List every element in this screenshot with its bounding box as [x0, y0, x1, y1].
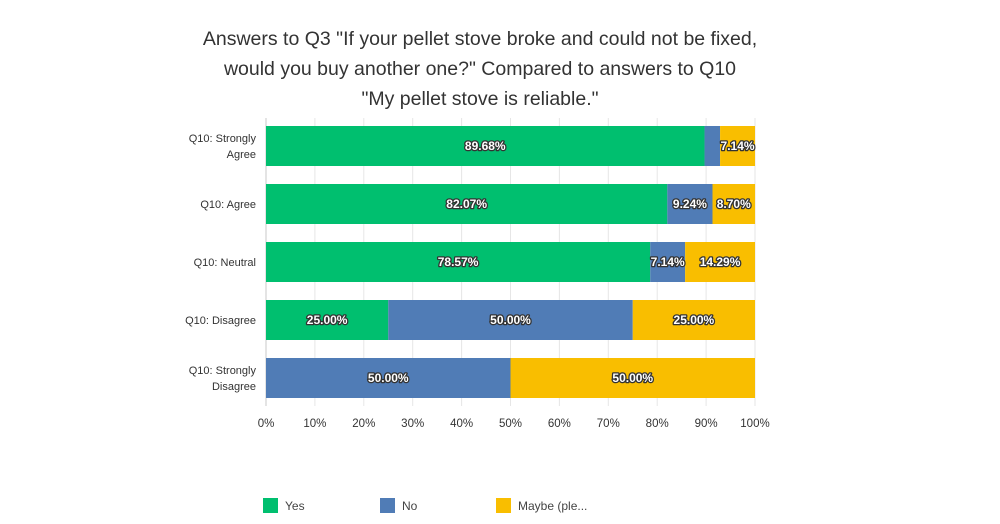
x-tick-label: 60%: [548, 418, 571, 430]
bar-segment: [712, 184, 756, 224]
chart-title-line-2: would you buy another one?" Compared to …: [223, 58, 737, 80]
data-label: 7.14%: [721, 139, 755, 153]
x-tick-label: 100%: [740, 418, 769, 430]
legend-label-no: No: [402, 498, 418, 513]
category-label: Q10: Agree: [200, 199, 256, 211]
data-label: 82.07%: [446, 197, 487, 211]
data-label: 78.57%: [438, 255, 479, 269]
legend-item-maybe[interactable]: Maybe (ple...: [496, 498, 587, 513]
bar-segment: [704, 126, 721, 166]
x-tick-label: 50%: [499, 418, 522, 430]
category-label: Q10: Neutral: [194, 257, 256, 269]
bar-segment: [632, 300, 755, 340]
data-label: 25.00%: [307, 313, 348, 327]
legend-swatch-maybe: [496, 498, 511, 513]
bar-segment: [720, 126, 755, 166]
chart-title: Answers to Q3 "If your pellet stove brok…: [150, 24, 810, 114]
bar-segment: [685, 242, 755, 282]
data-label: 8.70%: [717, 197, 751, 211]
legend-label-maybe: Maybe (ple...: [518, 498, 588, 513]
legend-item-no[interactable]: No: [380, 498, 417, 513]
data-label: 50.00%: [612, 371, 653, 385]
legend-swatch-yes: [263, 498, 278, 513]
x-tick-label: 10%: [303, 418, 326, 430]
x-tick-label: 20%: [352, 418, 375, 430]
bar-segment: [266, 358, 511, 398]
data-label: 25.00%: [674, 313, 715, 327]
bar-segment: [388, 300, 633, 340]
data-label: 89.68%: [465, 139, 506, 153]
data-label: 50.00%: [368, 371, 409, 385]
category-label: Q10: Strongly Disagree: [189, 365, 257, 393]
x-tick-label: 70%: [597, 418, 620, 430]
bar-segment: [650, 242, 686, 282]
x-tick-label: 0%: [258, 418, 275, 430]
bar-segment: [266, 184, 668, 224]
legend-label-yes: Yes: [285, 498, 305, 513]
bar-segment: [510, 358, 755, 398]
data-label: 50.00%: [490, 313, 531, 327]
bar-segment: [266, 242, 651, 282]
bar-segment: [667, 184, 713, 224]
category-label: Q10: Disagree: [185, 315, 256, 327]
category-label: Q10: Strongly Agree: [189, 133, 257, 161]
x-tick-label: 40%: [450, 418, 473, 430]
data-label: 14.29%: [700, 255, 741, 269]
data-label: 7.14%: [651, 255, 685, 269]
legend-item-yes[interactable]: Yes: [263, 498, 305, 513]
bar-segment: [266, 126, 705, 166]
x-tick-label: 80%: [646, 418, 669, 430]
x-tick-label: 90%: [695, 418, 718, 430]
chart-title-line-1: Answers to Q3 "If your pellet stove brok…: [202, 28, 758, 50]
x-tick-label: 30%: [401, 418, 424, 430]
bar-segment: [266, 300, 389, 340]
legend-swatch-no: [380, 498, 395, 513]
data-label: 9.24%: [673, 197, 707, 211]
chart-title-line-3: "My pellet stove is reliable.": [361, 88, 599, 110]
